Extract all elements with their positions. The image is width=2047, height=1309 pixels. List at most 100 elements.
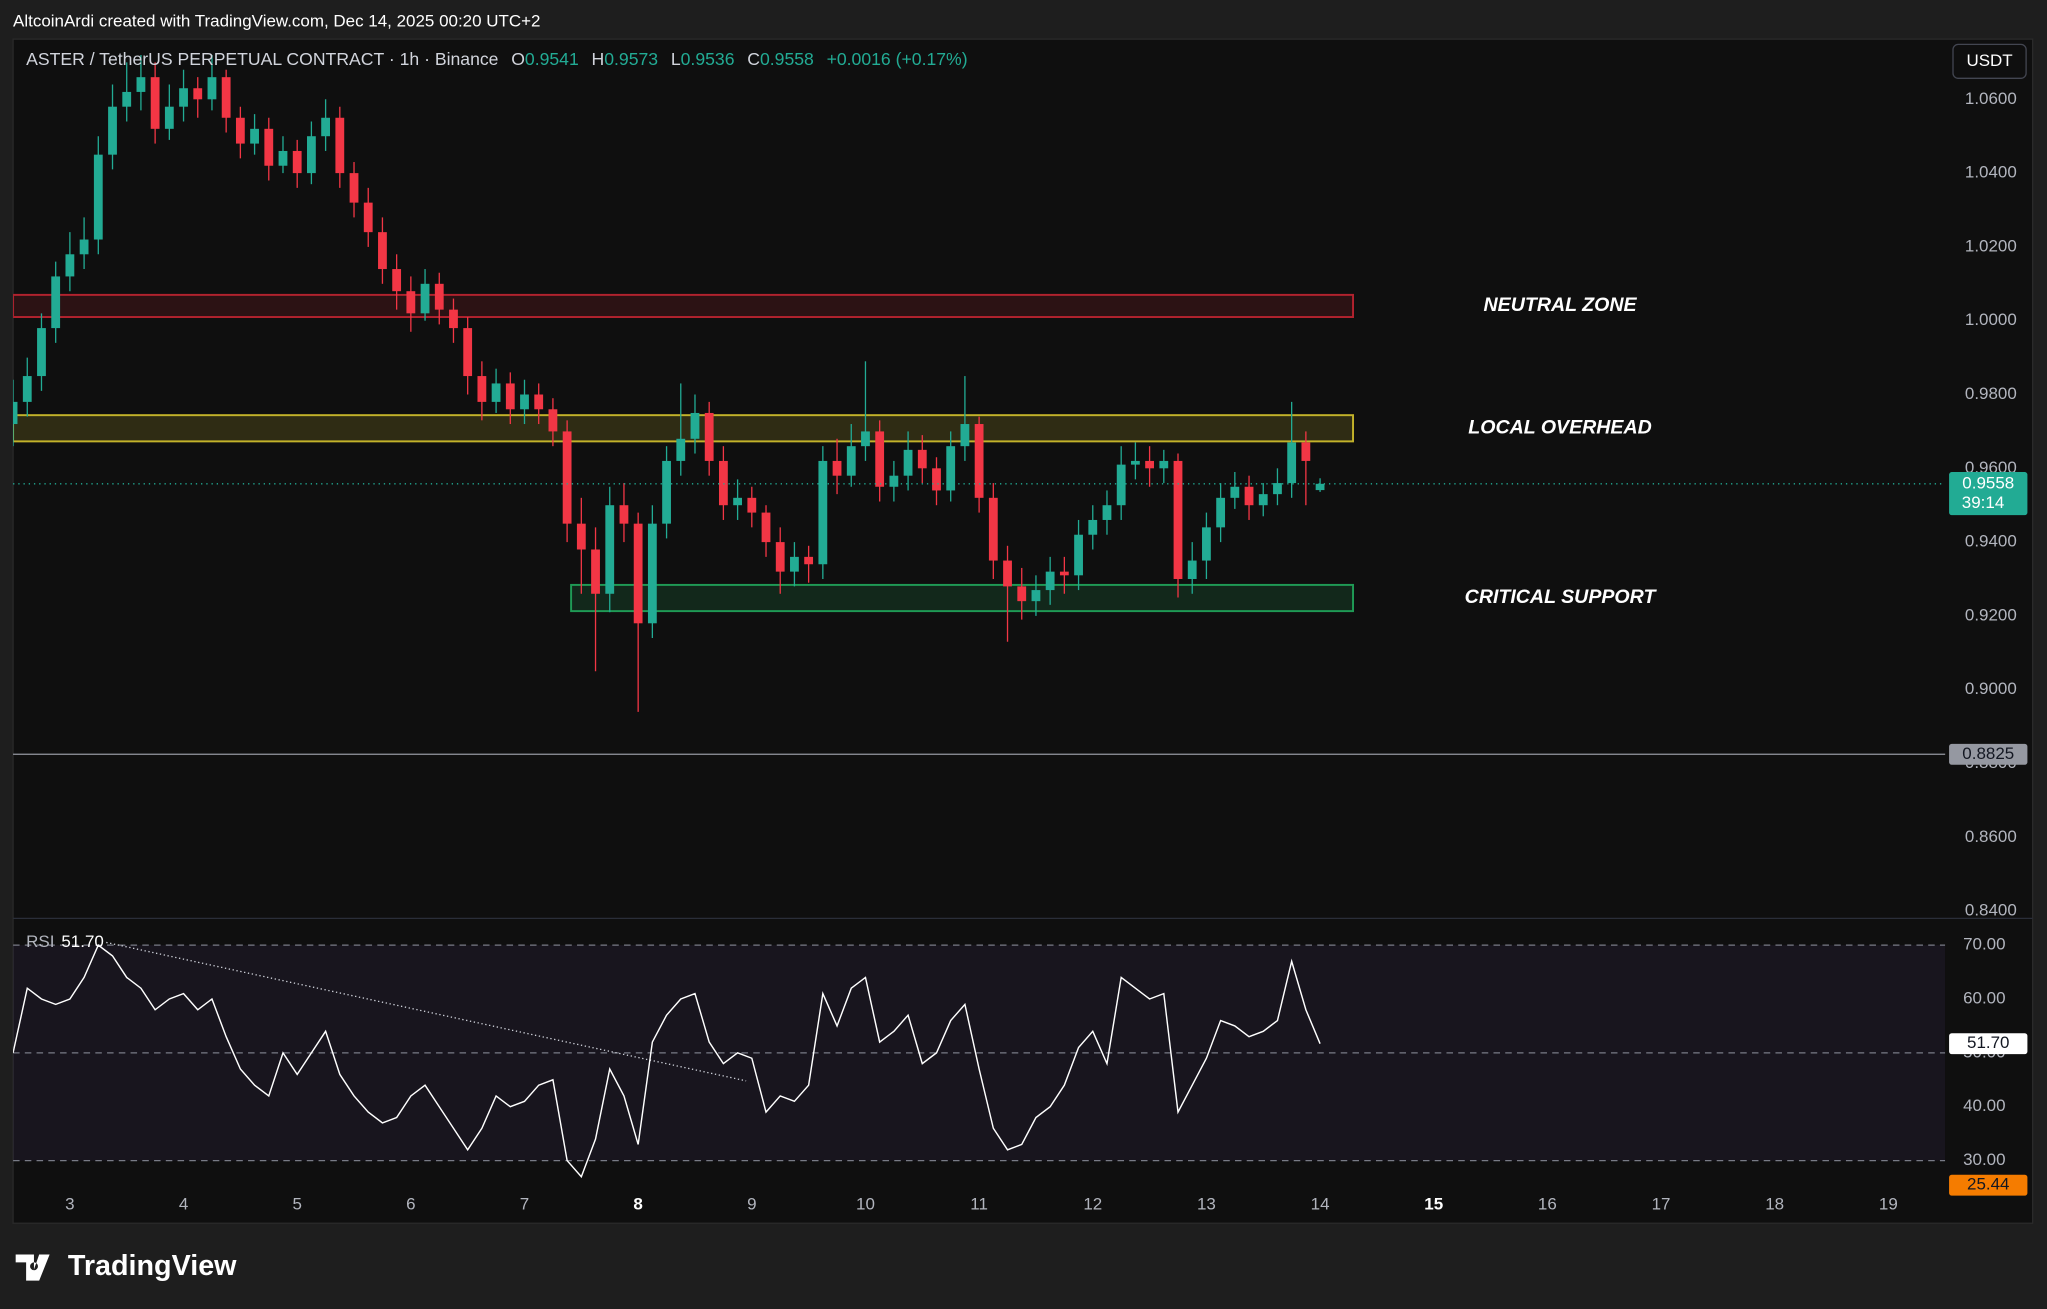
candle-body (1074, 534, 1083, 576)
candle-body (1301, 442, 1311, 461)
candle-body (207, 77, 217, 100)
candle-body (164, 106, 174, 129)
candle-body (747, 497, 757, 513)
rsi-value-box (1949, 1033, 2028, 1055)
candle-body (1273, 483, 1282, 495)
candle-body (576, 523, 586, 550)
candle-body (79, 239, 89, 255)
candle-body (235, 117, 245, 144)
candle-body (733, 497, 743, 506)
candle-body (946, 446, 956, 491)
candle-body (1187, 560, 1197, 580)
candle-body (818, 460, 828, 565)
candle-body (179, 88, 188, 107)
candle-body (1145, 460, 1154, 469)
candle-body (704, 412, 714, 461)
rsi-trendline (106, 941, 747, 1082)
logo-icon (15, 1254, 50, 1281)
legend-label: C (747, 49, 760, 69)
candle-body (832, 460, 842, 476)
legend-label: H (592, 49, 605, 69)
candle-body (917, 449, 927, 469)
candle-body (349, 173, 359, 203)
legend: ASTER / TetherUS PERPETUAL CONTRACT · 1h… (26, 49, 967, 69)
candle-body (690, 412, 700, 439)
y-tick-label: 0.9800 (1965, 384, 2017, 403)
candle-body (13, 401, 18, 425)
last-price-box (1949, 472, 2028, 516)
candle-body (449, 309, 458, 329)
candle-body (221, 77, 231, 118)
x-tick-label: 17 (1652, 1194, 1671, 1213)
candle-body (591, 549, 600, 594)
x-tick-label: 11 (970, 1194, 988, 1213)
candle-body (378, 232, 387, 270)
candle-body (662, 460, 671, 524)
currency-button[interactable] (1952, 43, 2027, 79)
candle-body (846, 446, 856, 476)
candle-body (363, 202, 373, 233)
rsi-tick-label: 40.00 (1963, 1096, 2005, 1115)
candle-body (335, 117, 345, 174)
candle-body (804, 556, 814, 565)
x-tick-label: 3 (65, 1194, 74, 1213)
candle-body (548, 409, 558, 432)
candle-body (108, 106, 117, 155)
legend-label: O (511, 49, 525, 69)
candle-body (278, 150, 288, 166)
candle-body (93, 154, 103, 240)
candle-body (861, 431, 870, 447)
x-tick-label: 8 (633, 1194, 642, 1213)
zone (570, 583, 1355, 613)
rsi-tick-label: 30.00 (1963, 1150, 2005, 1169)
rsi-current: 51.70 (61, 932, 103, 951)
zone (13, 414, 1355, 443)
candle-body (1116, 464, 1126, 506)
x-tick-label: 16 (1538, 1194, 1557, 1213)
x-tick-label: 9 (747, 1194, 756, 1213)
legend-label: L (671, 49, 681, 69)
rsi-ma-box (1949, 1174, 2028, 1196)
candle-body (420, 283, 430, 314)
candle-body (1159, 460, 1169, 469)
hline-label-box (1949, 743, 2028, 765)
x-tick-label: 12 (1083, 1194, 1102, 1213)
candle-body (775, 542, 785, 572)
rsi-value-label: 51.70 (1967, 1033, 2009, 1052)
last-price-label: 0.9558 (1962, 473, 2014, 492)
candle-body (193, 88, 203, 100)
zone-label: NEUTRAL ZONE (1484, 294, 1638, 316)
brand-logo: TradingView (15, 1250, 237, 1282)
candle-body (1216, 497, 1226, 528)
brand-name: TradingView (68, 1250, 237, 1282)
candle-body (1244, 486, 1254, 506)
y-tick-label: 0.9000 (1965, 679, 2017, 698)
candle-body (1130, 460, 1140, 465)
candle-body (22, 376, 32, 402)
candle-body (292, 150, 302, 174)
candle-body (150, 77, 160, 129)
candle-body (65, 254, 75, 277)
legend-value: 0.9541 (525, 49, 579, 69)
x-tick-label: 15 (1424, 1194, 1443, 1213)
candle-body (1003, 560, 1012, 587)
candle-body (619, 505, 629, 524)
hline-label: 0.8825 (1962, 744, 2014, 763)
zone (13, 293, 1355, 318)
countdown: 39:14 (1962, 493, 2004, 512)
y-tick-label: 0.8400 (1965, 901, 2017, 920)
y-tick-label: 0.9600 (1965, 458, 2017, 477)
currency-label[interactable]: USDT (1966, 51, 2012, 70)
candle-body (1017, 586, 1027, 602)
candle-body (505, 383, 515, 410)
chart-panel (12, 38, 2034, 1224)
candle-body (875, 431, 885, 487)
candle-body (562, 431, 572, 524)
rsi-title: RSI (26, 932, 54, 951)
candle-body (463, 328, 473, 377)
candle-body (960, 424, 970, 447)
candle-body (1173, 460, 1183, 580)
rsi-line (13, 943, 1321, 1179)
candle-body (1088, 519, 1098, 535)
candle-body (1230, 486, 1240, 498)
